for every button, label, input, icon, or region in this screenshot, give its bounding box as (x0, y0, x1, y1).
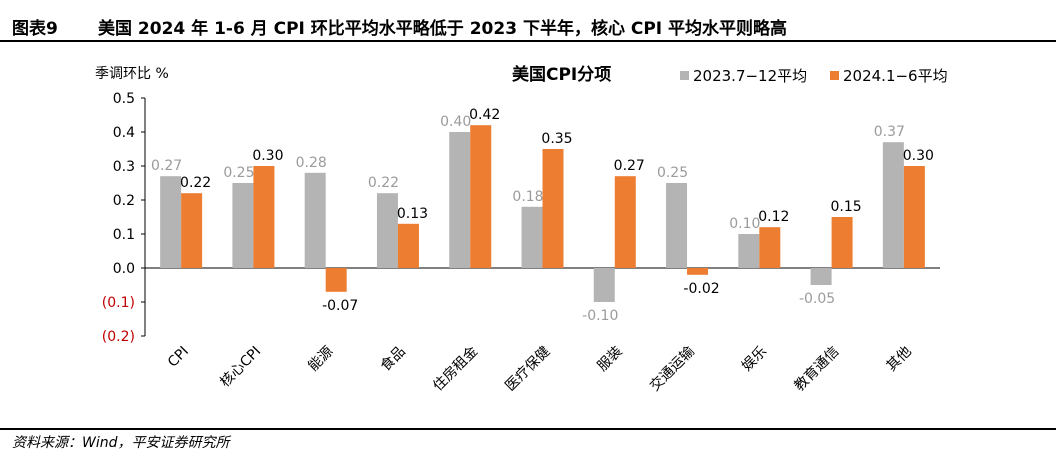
y-tick-label: (0.2) (102, 329, 135, 345)
data-label: 0.30 (252, 148, 283, 164)
data-label: 0.25 (223, 165, 254, 181)
bar-series2 (687, 268, 709, 275)
bar-series2 (325, 268, 347, 292)
legend-label: 2023.7−12平均 (693, 67, 807, 85)
bar-series1 (376, 193, 398, 268)
bottom-rule (0, 428, 1056, 430)
data-label: 0.10 (729, 216, 760, 232)
bar-series1 (449, 132, 471, 268)
data-label: 0.27 (614, 158, 645, 174)
data-label: 0.28 (296, 155, 327, 171)
figure-label: 图表9 (12, 19, 58, 39)
y-tick-label: 0.4 (113, 125, 135, 141)
figure-title: 美国 2024 年 1-6 月 CPI 环比平均水平略低于 2023 下半年，核… (98, 19, 788, 39)
category-label: 其他 (884, 344, 915, 375)
data-label: 0.25 (657, 165, 688, 181)
data-label: 0.12 (758, 209, 789, 225)
category-label: 娱乐 (739, 344, 770, 375)
data-label: -0.10 (582, 308, 618, 324)
data-label: 0.37 (874, 124, 905, 140)
chart-title: 美国CPI分项 (512, 64, 611, 85)
bar-series2 (831, 217, 853, 268)
data-label: -0.05 (799, 291, 835, 307)
category-label: 食品 (377, 343, 409, 375)
bar-series2 (470, 125, 492, 268)
bar-series1 (160, 176, 182, 268)
bar-series1 (593, 268, 615, 302)
bar-series1 (304, 172, 326, 268)
category-label: 教育通信 (792, 344, 843, 395)
legend: 2023.7−12平均 2024.1−6平均 (680, 67, 948, 85)
legend-swatch (680, 71, 689, 80)
category-label: CPI (165, 344, 192, 371)
y-tick-label: 0.5 (113, 91, 135, 107)
data-label: -0.07 (322, 298, 358, 314)
data-label: 0.22 (368, 175, 399, 191)
category-label: 核心CPI (217, 344, 264, 391)
y-axis-label: 季调环比 % (95, 66, 169, 82)
data-label: 0.35 (541, 131, 572, 147)
data-label: 0.27 (151, 158, 182, 174)
bar-series1 (810, 268, 832, 285)
data-label: 0.40 (440, 114, 471, 130)
category-label: 服装 (594, 344, 625, 375)
bar-series1 (738, 234, 760, 268)
data-label: -0.02 (683, 281, 719, 297)
y-tick-label: (0.1) (102, 295, 135, 311)
bars (160, 125, 925, 302)
y-tick-label: 0.0 (113, 261, 135, 277)
bar-series1 (882, 142, 904, 268)
bar-series2 (181, 193, 203, 268)
category-label: 住房租金 (430, 344, 481, 395)
data-label: 0.15 (831, 199, 862, 215)
data-label: 0.42 (469, 107, 500, 123)
bar-series2 (397, 223, 419, 268)
bar-series1 (666, 183, 688, 268)
bar-series1 (521, 206, 543, 268)
bar-series2 (253, 166, 275, 268)
y-tick-label: 0.1 (113, 227, 135, 243)
data-label: 0.22 (180, 175, 211, 191)
data-label: 0.13 (397, 206, 428, 222)
bar-series1 (232, 183, 254, 268)
y-tick-label: 0.3 (113, 159, 135, 175)
top-rule (0, 40, 1056, 42)
bar-series2 (903, 166, 925, 268)
y-tick-label: 0.2 (113, 193, 135, 209)
source-note: 资料来源：Wind，平安证券研究所 (12, 435, 230, 451)
data-label: 0.18 (512, 189, 543, 205)
data-labels: 0.270.220.250.30 0.28-0.070.220.130.400.4… (151, 107, 934, 324)
bar-series2 (759, 227, 781, 268)
category-label: 能源 (305, 344, 336, 375)
category-label: 交通运输 (646, 343, 698, 395)
legend-swatch (830, 71, 839, 80)
bar-series2 (542, 149, 564, 268)
category-label: 医疗保健 (502, 344, 553, 395)
category-labels: CPI 核心CPI 能源 食品 住房租金 医疗保健 服装 交通运输 娱乐 教育通信 其他 (165, 343, 915, 395)
figure-header: 图表9 美国 2024 年 1-6 月 CPI 环比平均水平略低于 2023 下… (0, 0, 1056, 40)
bar-series2 (614, 176, 636, 268)
legend-label: 2024.1−6平均 (843, 67, 948, 85)
data-label: 0.30 (903, 148, 934, 164)
